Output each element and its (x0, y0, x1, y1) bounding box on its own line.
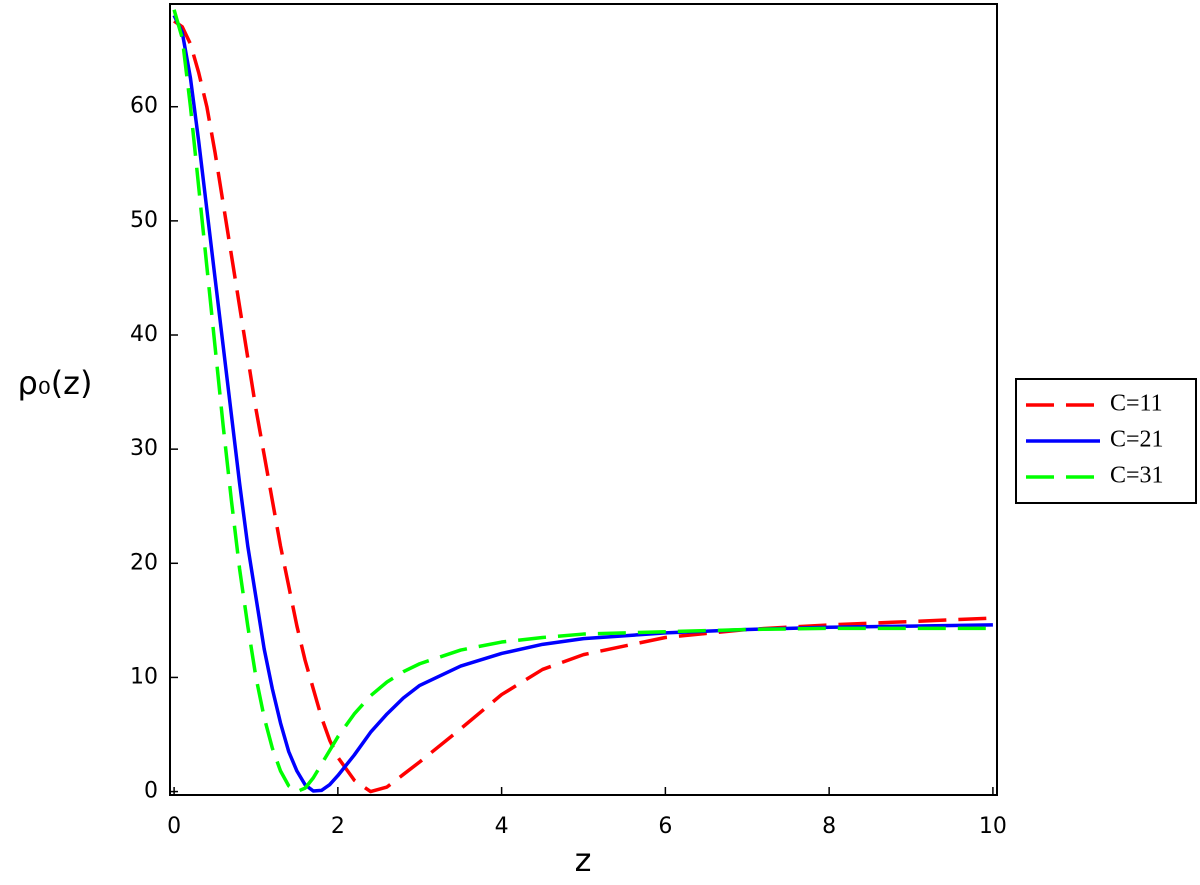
y-tick-label: 10 (130, 664, 158, 689)
y-tick-label: 20 (130, 550, 158, 575)
series-line (173, 19, 993, 794)
y-tick-label: 0 (144, 779, 158, 804)
x-tick-label: 10 (979, 814, 1007, 839)
y-tick-label: 60 (130, 94, 158, 119)
y-axis-label: ρ₀(z) (18, 364, 93, 402)
legend-label: C=31 (1110, 463, 1164, 489)
series-line (172, 9, 993, 794)
x-axis-label: z (575, 841, 592, 879)
y-tick-label: 30 (130, 436, 158, 461)
x-tick-label: 6 (658, 814, 672, 839)
y-tick-label: 50 (130, 208, 158, 233)
plot-frame (169, 3, 998, 796)
x-tick-label: 2 (331, 814, 345, 839)
legend-label: C=11 (1110, 391, 1163, 417)
legend-label: C=21 (1110, 427, 1164, 453)
y-tick-label: 40 (130, 322, 158, 347)
series-line (172, 14, 993, 793)
x-tick-label: 0 (167, 814, 181, 839)
x-tick-label: 4 (495, 814, 509, 839)
x-tick-label: 8 (822, 814, 836, 839)
